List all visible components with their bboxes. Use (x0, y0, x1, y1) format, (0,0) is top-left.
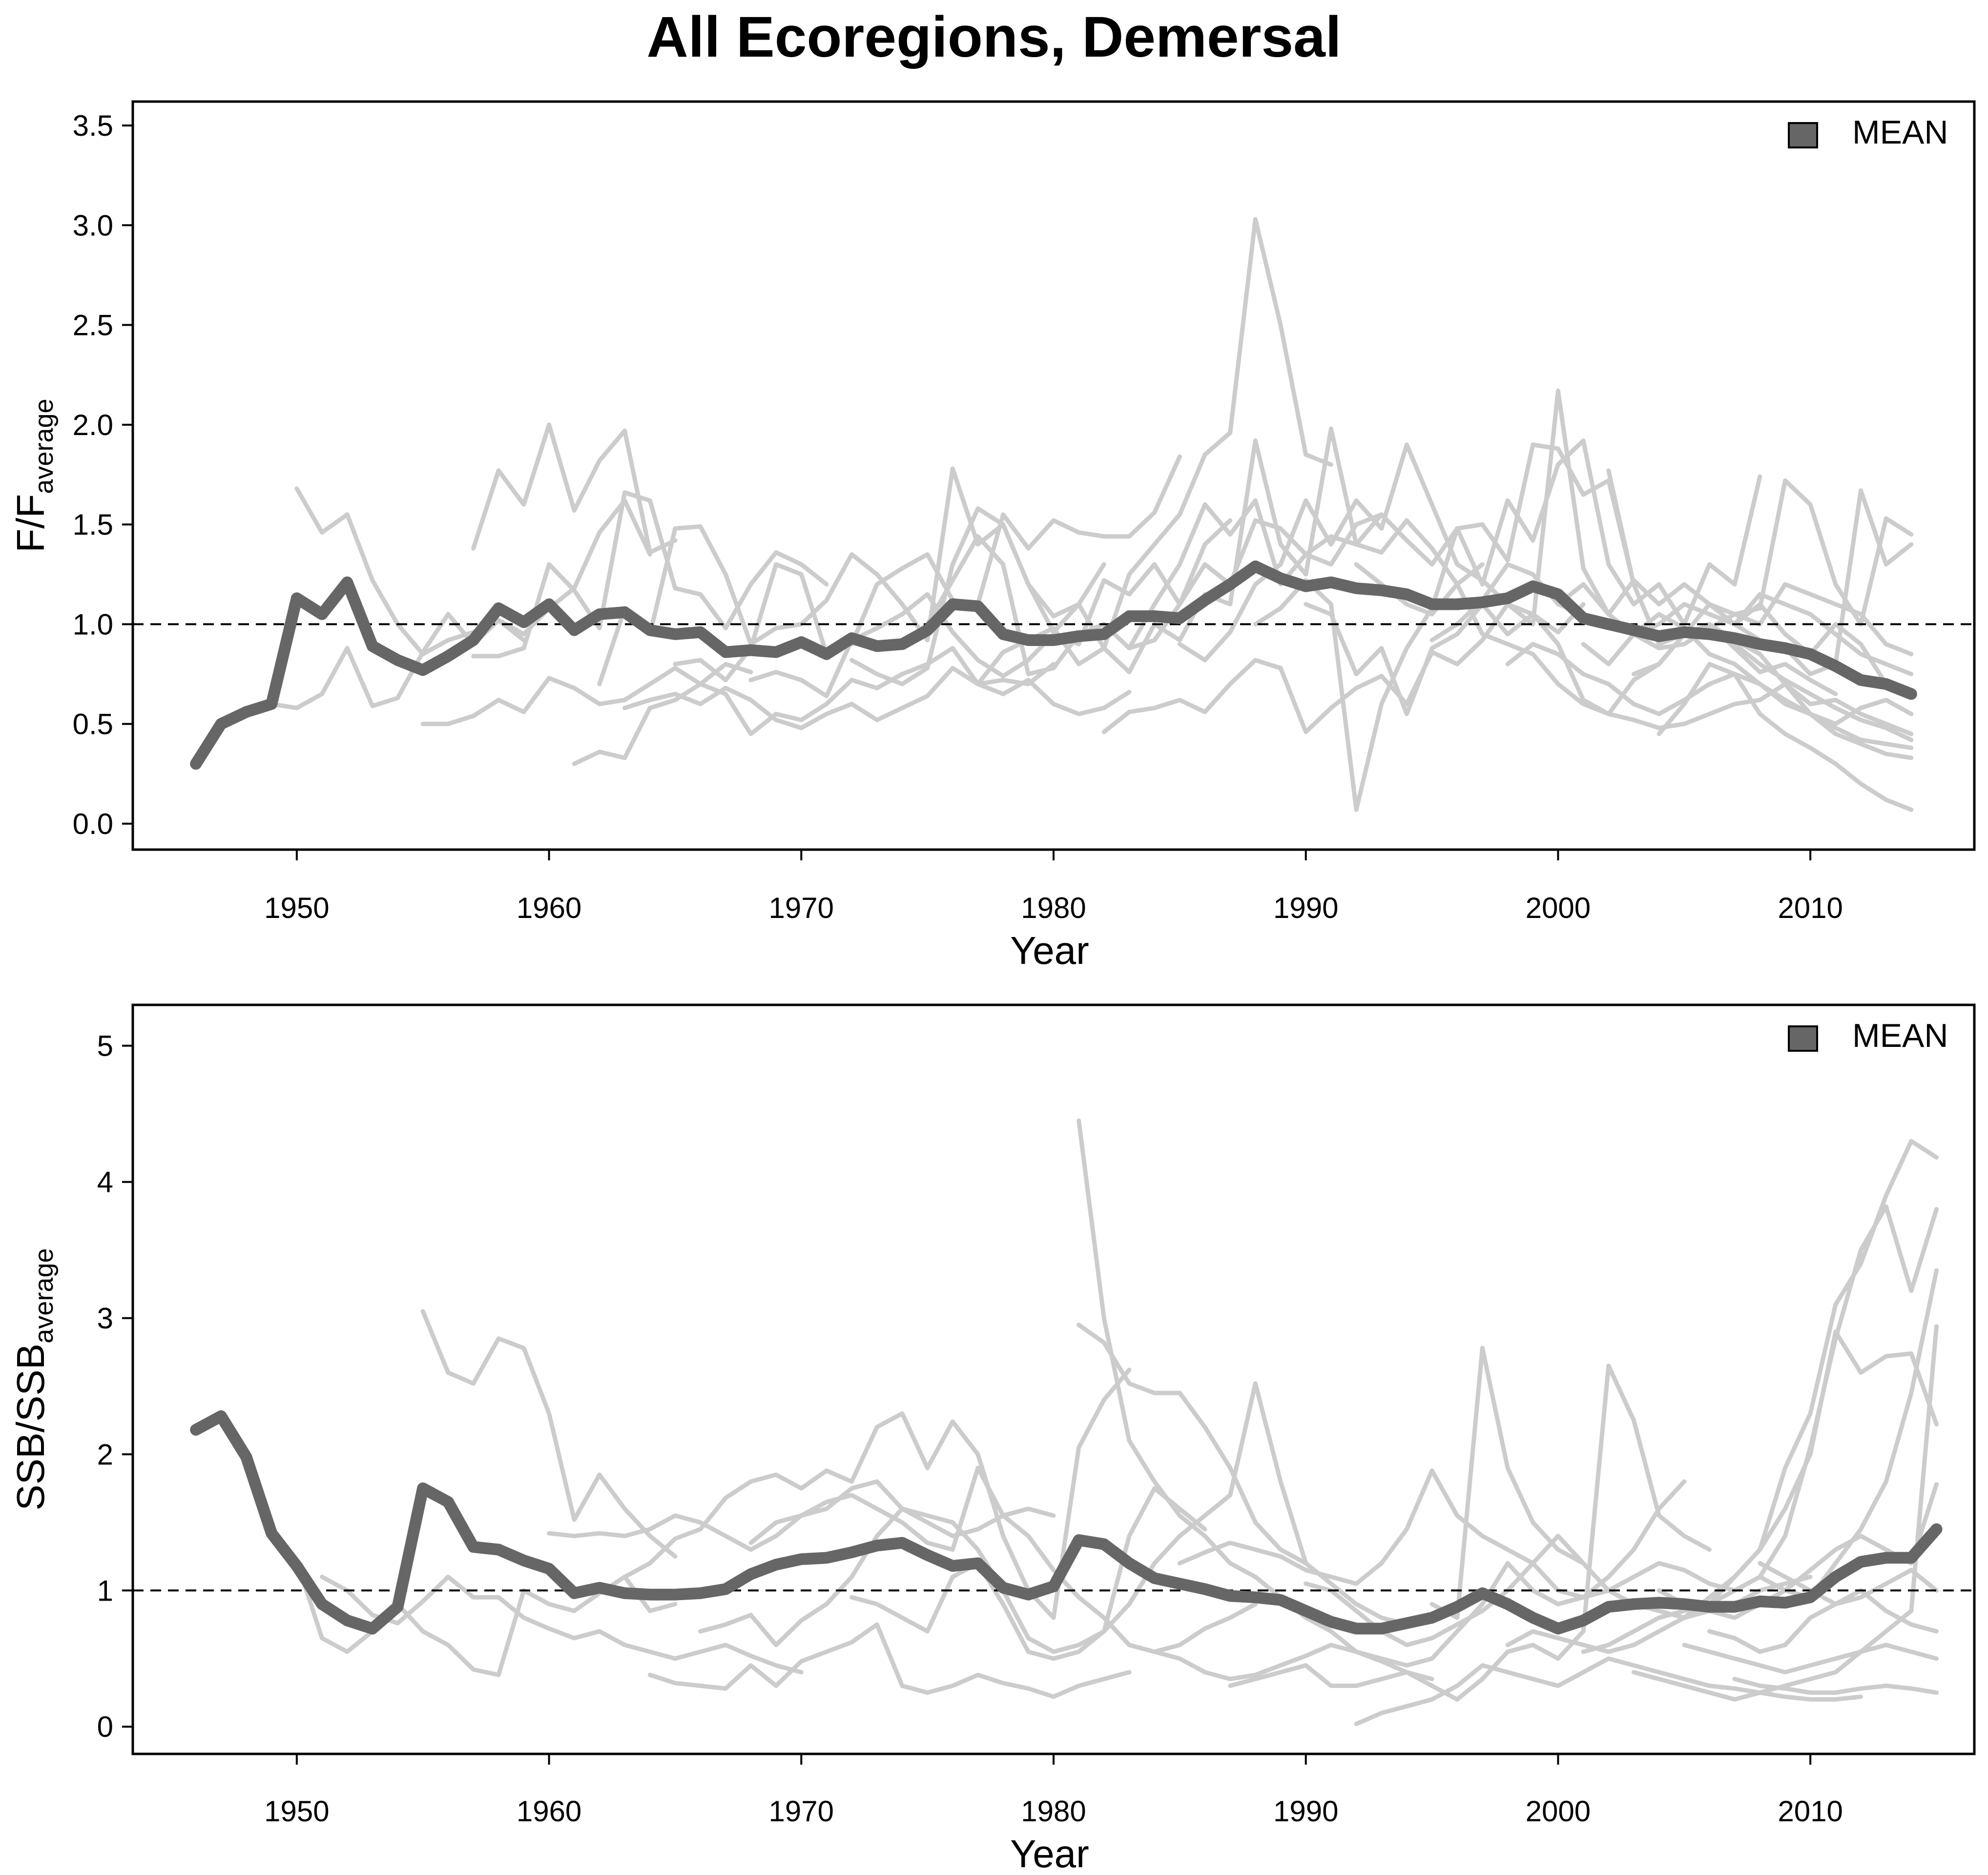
stock-series-line (294, 486, 652, 657)
x-axis-title: Year (1010, 929, 1089, 972)
plot-frame (131, 1003, 1976, 1755)
y-axis-title-subscript: average (29, 398, 59, 494)
stock-series-line (1077, 1322, 1409, 1627)
stock-series-line (1732, 602, 1914, 694)
x-tick-label: 1950 (264, 892, 329, 924)
y-tick-label: 3 (97, 1302, 113, 1334)
y-tick-label: 1.0 (73, 608, 113, 641)
y-axis-title: F/Faverage (9, 398, 59, 552)
stock-series-line (900, 498, 1384, 676)
stock-series-line (420, 1309, 678, 1559)
panel-spawning-stock-biomass: 0 1 2 3 4 5 1950 1960 1970 1980 1990 2000 2010 Year SS… (9, 1003, 1976, 1875)
y-axis-title-main: F/F (9, 494, 52, 553)
x-axis-title: Year (1010, 1832, 1089, 1875)
legend: MEAN (1788, 114, 1948, 151)
y-tick-label: 0.5 (73, 708, 113, 741)
stock-series-line (1758, 1561, 1939, 1606)
x-tick-label: 2000 (1526, 1795, 1591, 1828)
x-tick-label: 1990 (1273, 892, 1338, 924)
y-tick-label: 4 (97, 1166, 113, 1199)
legend-swatch (1788, 1025, 1818, 1052)
x-tick-label: 1970 (769, 1795, 834, 1828)
stock-series-line (748, 1465, 1258, 1654)
plot-frame (131, 100, 1976, 851)
x-tick-label: 2010 (1778, 892, 1843, 924)
stock-series-line (1732, 1677, 1939, 1695)
stock-series-line (320, 1574, 804, 1675)
stock-series-line (1631, 1324, 1939, 1702)
stock-series-line (1429, 1329, 1939, 1620)
y-tick-label: 2 (97, 1438, 113, 1471)
stock-series-line (1177, 388, 1687, 663)
x-tick-label: 1990 (1273, 1795, 1338, 1828)
legend-label: MEAN (1852, 114, 1948, 151)
stock-series-line (622, 666, 1132, 730)
x-tick-label: 1960 (517, 892, 581, 924)
x-tick-label: 2000 (1526, 892, 1591, 924)
x-tick-label: 1970 (769, 892, 834, 924)
stock-series-line (420, 662, 753, 727)
stock-series-line (1253, 438, 1762, 812)
stock-series-line (1581, 1268, 1939, 1654)
stock-series-line (673, 454, 1182, 683)
stock-series-line (1127, 442, 1636, 650)
x-tick-label: 1960 (517, 1795, 581, 1828)
legend-swatch (1788, 122, 1818, 148)
stock-series-line (1631, 592, 1914, 676)
stock-series-line (698, 1486, 1207, 1654)
stock-series-line (471, 422, 678, 555)
figure-title: All Ecoregions, Demersal (646, 5, 1342, 69)
stock-series-line (1657, 662, 1914, 736)
y-tick-label: 0.0 (73, 808, 113, 840)
stock-series-line (1505, 1139, 1939, 1654)
y-axis-title: SSB/SSBaverage (9, 1248, 59, 1511)
stock-series-line (1354, 1656, 1863, 1727)
x-tick-label: 2010 (1778, 1795, 1843, 1828)
stock-series-line (849, 217, 1333, 687)
y-tick-label: 1.5 (73, 508, 113, 541)
stock-series-group (269, 217, 1914, 812)
x-tick-label: 1980 (1021, 1795, 1086, 1828)
y-tick-label: 1 (97, 1574, 113, 1607)
y-tick-label: 3.5 (73, 109, 113, 142)
mean-series-line (190, 1410, 1943, 1635)
stock-series-line (647, 1622, 1132, 1699)
legend-label: MEAN (1852, 1017, 1948, 1054)
y-tick-label: 2.0 (73, 409, 113, 441)
stock-series-line (1606, 468, 1914, 736)
x-tick-label: 1980 (1021, 892, 1086, 924)
y-tick-label: 0 (97, 1710, 113, 1743)
mean-series-line (190, 560, 1917, 770)
stock-series-line (1707, 632, 1914, 742)
stock-series-line (849, 1381, 1308, 1661)
stock-series-line (1228, 1363, 1712, 1702)
stock-series-group (294, 1118, 1939, 1727)
x-tick-label: 1950 (264, 1795, 329, 1828)
stock-series-line (572, 646, 1056, 766)
y-tick-label: 3.0 (73, 209, 113, 242)
y-tick-label: 5 (97, 1030, 113, 1062)
stock-series-line (1304, 602, 1838, 716)
stock-series-line (1127, 1561, 1611, 1682)
stock-series-line (1707, 1588, 1939, 1654)
stock-series-line (1505, 642, 1914, 812)
stock-series-line (1682, 582, 1914, 657)
panel-fishing-mortality: 0.0 0.5 1.0 1.5 2.0 2.5 3.0 3.5 1950 1960 1970 1980… (9, 100, 1976, 972)
y-tick-label: 2.5 (73, 309, 113, 342)
y-axis-title-subscript: average (29, 1248, 59, 1343)
stock-series-line (597, 466, 1106, 687)
stock-series-line (1682, 1643, 1939, 1675)
legend: MEAN (1788, 1017, 1948, 1054)
y-axis-title-main: SSB/SSB (9, 1343, 52, 1510)
stock-series-line (622, 1368, 1132, 1620)
